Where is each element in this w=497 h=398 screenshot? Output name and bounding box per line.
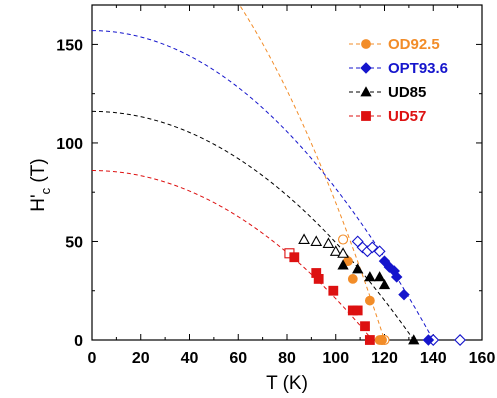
y-tick-label: 50 <box>65 234 83 251</box>
y-axis-title-unit-text: (T) <box>28 158 49 182</box>
x-tick-label: 100 <box>322 350 349 367</box>
legend-label-od92.5: OD92.5 <box>388 36 440 53</box>
point-open-ud85 <box>337 247 349 258</box>
x-axis-title: T (K) <box>266 373 308 394</box>
point-ud57 <box>352 305 363 316</box>
x-tick-label: 60 <box>229 350 247 367</box>
legend: OD92.5 OPT93.6 UD85 UD57 <box>349 36 448 125</box>
point-ud57 <box>364 335 375 345</box>
fit-curve-od92.5 <box>238 5 385 340</box>
point-ud85 <box>373 271 386 282</box>
point-ud57 <box>313 274 324 284</box>
fit-curve-ud57 <box>92 170 373 340</box>
x-tick-label: 0 <box>88 350 97 367</box>
point-od92.5 <box>364 295 375 306</box>
y-axis-title-main: H <box>28 198 49 212</box>
legend-marker-opt93.6 <box>360 62 372 74</box>
legend-marker-ud57 <box>361 111 371 121</box>
x-tick-label: 160 <box>469 350 496 367</box>
point-ud85 <box>378 279 391 290</box>
point-ud85 <box>337 259 349 270</box>
point-od92.5 <box>347 274 358 284</box>
svg-text:H'c (T): H'c (T) <box>28 158 53 211</box>
point-opt93.6 <box>398 288 410 301</box>
y-axis-title-sub: c <box>38 187 53 194</box>
point-ud85 <box>352 263 364 274</box>
legend-marker-od92.5 <box>361 39 371 49</box>
point-open-ud85 <box>310 235 323 246</box>
x-tick-label: 140 <box>420 350 447 367</box>
ticks-layer: 0 20 40 60 80 100 120 140 160 0 50 100 150 <box>56 5 495 367</box>
point-open-opt93.6 <box>366 241 379 254</box>
point-open-ud85 <box>329 245 342 256</box>
x-tick-label: 40 <box>181 350 199 367</box>
point-open-opt93.6 <box>373 245 386 258</box>
data-points <box>284 233 467 346</box>
point-ud57 <box>289 252 300 263</box>
point-ud85 <box>408 334 420 345</box>
point-opt93.6 <box>383 261 396 273</box>
plot-frame <box>91 4 483 341</box>
y-tick-label: 150 <box>56 37 83 54</box>
point-opt93.6 <box>390 271 403 283</box>
legend-label-ud85: UD85 <box>388 84 426 101</box>
point-open-od92.5 <box>338 234 349 245</box>
y-tick-label: 100 <box>56 136 83 153</box>
point-ud85 <box>364 271 376 282</box>
point-ud57 <box>328 285 339 296</box>
y-tick-label: 0 <box>74 333 83 350</box>
point-open-opt93.6 <box>454 334 467 346</box>
point-open-ud85 <box>298 233 310 245</box>
point-ud57 <box>360 321 370 332</box>
y-axis-title: H'c (T) <box>28 158 53 211</box>
fit-curve-opt93.6 <box>92 30 434 340</box>
point-od92.5 <box>377 335 387 345</box>
point-open-ud85 <box>322 237 335 248</box>
legend-marker-ud85 <box>360 86 372 97</box>
point-opt93.6 <box>422 334 435 346</box>
legend-label-opt93.6: OPT93.6 <box>388 60 448 77</box>
legend-label-ud57: UD57 <box>388 108 426 125</box>
x-tick-label: 120 <box>371 350 398 367</box>
x-tick-label: 20 <box>132 350 150 367</box>
x-tick-label: 80 <box>278 350 296 367</box>
y-axis-title-prime: ' <box>28 194 49 198</box>
fit-curves <box>92 5 434 340</box>
fit-curve-ud85 <box>92 110 415 340</box>
